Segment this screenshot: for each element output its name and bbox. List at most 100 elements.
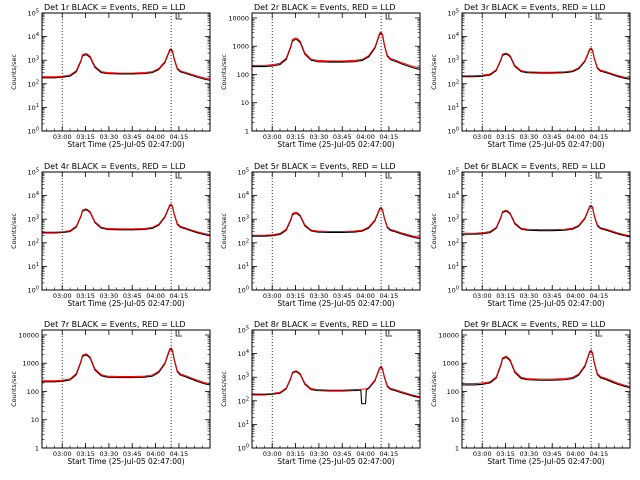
x-tick-label: 04:00 xyxy=(356,450,375,458)
time-marker-bracket xyxy=(385,330,393,337)
y-tick-label: 102 xyxy=(238,396,249,405)
panels-layer: Det 1r BLACK = Events, RED = LLD10010110… xyxy=(10,3,631,466)
panel-title: Det 8r BLACK = Events, RED = LLD xyxy=(254,320,396,329)
y-tick-label: 104 xyxy=(448,191,459,200)
x-tick-label: 03:30 xyxy=(100,133,119,141)
panel-title: Det 3r BLACK = Events, RED = LLD xyxy=(464,3,606,12)
plot-frame xyxy=(41,12,211,132)
panel-title: Det 5r BLACK = Events, RED = LLD xyxy=(254,162,396,171)
series-lld-line xyxy=(462,47,631,79)
y-tick-label: 1 xyxy=(35,445,39,453)
series-lld-line xyxy=(42,347,211,385)
y-tick-label: 102 xyxy=(28,238,39,247)
y-tick-label: 10000 xyxy=(228,14,249,22)
x-tick-label: 03:00 xyxy=(53,450,72,458)
y-tick-label: 100 xyxy=(27,388,39,396)
time-marker-bracket xyxy=(595,330,603,337)
x-tick-label: 03:15 xyxy=(286,292,305,300)
y-axis-label: Counts/sec xyxy=(430,213,438,249)
y-tick-label: 102 xyxy=(238,238,249,247)
y-axis-label: Counts/sec xyxy=(10,54,18,90)
y-tick-label: 100 xyxy=(237,71,249,79)
y-tick-label: 101 xyxy=(28,103,39,112)
x-tick-label: 03:45 xyxy=(543,292,562,300)
x-tick-label: 04:15 xyxy=(380,133,399,141)
plot-frame xyxy=(41,171,211,291)
x-tick-label: 03:15 xyxy=(76,450,95,458)
series-lld-line xyxy=(462,349,631,387)
x-tick-label: 03:00 xyxy=(473,450,492,458)
y-tick-label: 104 xyxy=(28,32,39,41)
plot-frame xyxy=(461,329,631,449)
panel-det-9: Det 9r BLACK = Events, RED = LLD 1 10 100 10… xyxy=(430,320,631,466)
plot-frame xyxy=(251,329,421,449)
y-tick-label: 105 xyxy=(28,9,39,18)
x-tick-label: 03:15 xyxy=(76,133,95,141)
x-axis-label: Start Time (25-Jul-05 02:47:00) xyxy=(487,457,604,466)
y-tick-label: 10 xyxy=(241,99,249,107)
x-tick-label: 04:15 xyxy=(170,450,189,458)
time-marker-bracket xyxy=(175,172,183,179)
y-tick-label: 105 xyxy=(238,168,249,177)
panel-det-3: Det 3r BLACK = Events, RED = LLD 100 101 10… xyxy=(430,3,631,149)
y-tick-label: 100 xyxy=(448,127,459,136)
panel-det-5: Det 5r BLACK = Events, RED = LLD 100 101 10… xyxy=(220,162,421,308)
y-tick-label: 103 xyxy=(238,215,249,224)
y-tick-label: 104 xyxy=(28,191,39,200)
y-tick-label: 103 xyxy=(28,56,39,65)
panel-title: Det 4r BLACK = Events, RED = LLD xyxy=(44,162,186,171)
x-tick-label: 04:00 xyxy=(566,133,585,141)
y-tick-label: 1 xyxy=(245,128,249,136)
y-tick-label: 105 xyxy=(448,9,459,18)
x-tick-label: 03:30 xyxy=(100,450,119,458)
panel-det-2: Det 2r BLACK = Events, RED = LLD 1 10 100 10… xyxy=(220,3,421,149)
x-tick-label: 03:00 xyxy=(53,292,72,300)
y-tick-label: 103 xyxy=(448,56,459,65)
panel-title: Det 1r BLACK = Events, RED = LLD xyxy=(44,3,186,12)
x-tick-label: 03:15 xyxy=(286,133,305,141)
x-tick-label: 03:45 xyxy=(123,292,142,300)
y-tick-label: 1000 xyxy=(232,43,249,51)
y-tick-label: 102 xyxy=(448,238,459,247)
y-tick-label: 105 xyxy=(28,168,39,177)
x-axis-label: Start Time (25-Jul-05 02:47:00) xyxy=(67,140,184,149)
x-tick-label: 03:30 xyxy=(520,450,539,458)
x-tick-label: 03:15 xyxy=(286,450,305,458)
x-tick-label: 04:15 xyxy=(590,450,609,458)
x-tick-label: 03:00 xyxy=(263,133,282,141)
panel-title: Det 2r BLACK = Events, RED = LLD xyxy=(254,3,396,12)
x-tick-label: 03:45 xyxy=(543,133,562,141)
x-tick-label: 04:15 xyxy=(170,133,189,141)
x-tick-label: 03:45 xyxy=(333,450,352,458)
y-tick-label: 104 xyxy=(448,32,459,41)
y-tick-label: 10 xyxy=(451,416,459,424)
x-tick-label: 03:15 xyxy=(76,292,95,300)
x-tick-label: 03:30 xyxy=(100,292,119,300)
y-tick-label: 103 xyxy=(238,373,249,382)
y-tick-label: 105 xyxy=(448,168,459,177)
panel-title: Det 6r BLACK = Events, RED = LLD xyxy=(464,162,606,171)
x-tick-label: 03:30 xyxy=(310,292,329,300)
y-tick-label: 101 xyxy=(448,103,459,112)
panel-title: Det 7r BLACK = Events, RED = LLD xyxy=(44,320,186,329)
y-axis-label: Counts/sec xyxy=(10,371,18,407)
y-tick-label: 104 xyxy=(238,191,249,200)
x-tick-label: 03:00 xyxy=(473,292,492,300)
series-lld-line xyxy=(462,204,631,237)
y-tick-label: 1000 xyxy=(442,360,459,368)
x-tick-label: 04:15 xyxy=(590,292,609,300)
series-lld-line xyxy=(252,206,421,238)
y-tick-label: 103 xyxy=(28,215,39,224)
time-marker-bracket xyxy=(595,172,603,179)
x-tick-label: 03:45 xyxy=(333,133,352,141)
x-tick-label: 03:30 xyxy=(520,292,539,300)
x-tick-label: 04:15 xyxy=(590,133,609,141)
time-marker-bracket xyxy=(385,13,393,20)
plot-frame xyxy=(461,171,631,291)
x-tick-label: 03:45 xyxy=(123,450,142,458)
panel-title: Det 9r BLACK = Events, RED = LLD xyxy=(464,320,606,329)
y-tick-label: 101 xyxy=(238,420,249,429)
x-tick-label: 03:00 xyxy=(53,133,72,141)
plot-frame xyxy=(41,329,211,449)
